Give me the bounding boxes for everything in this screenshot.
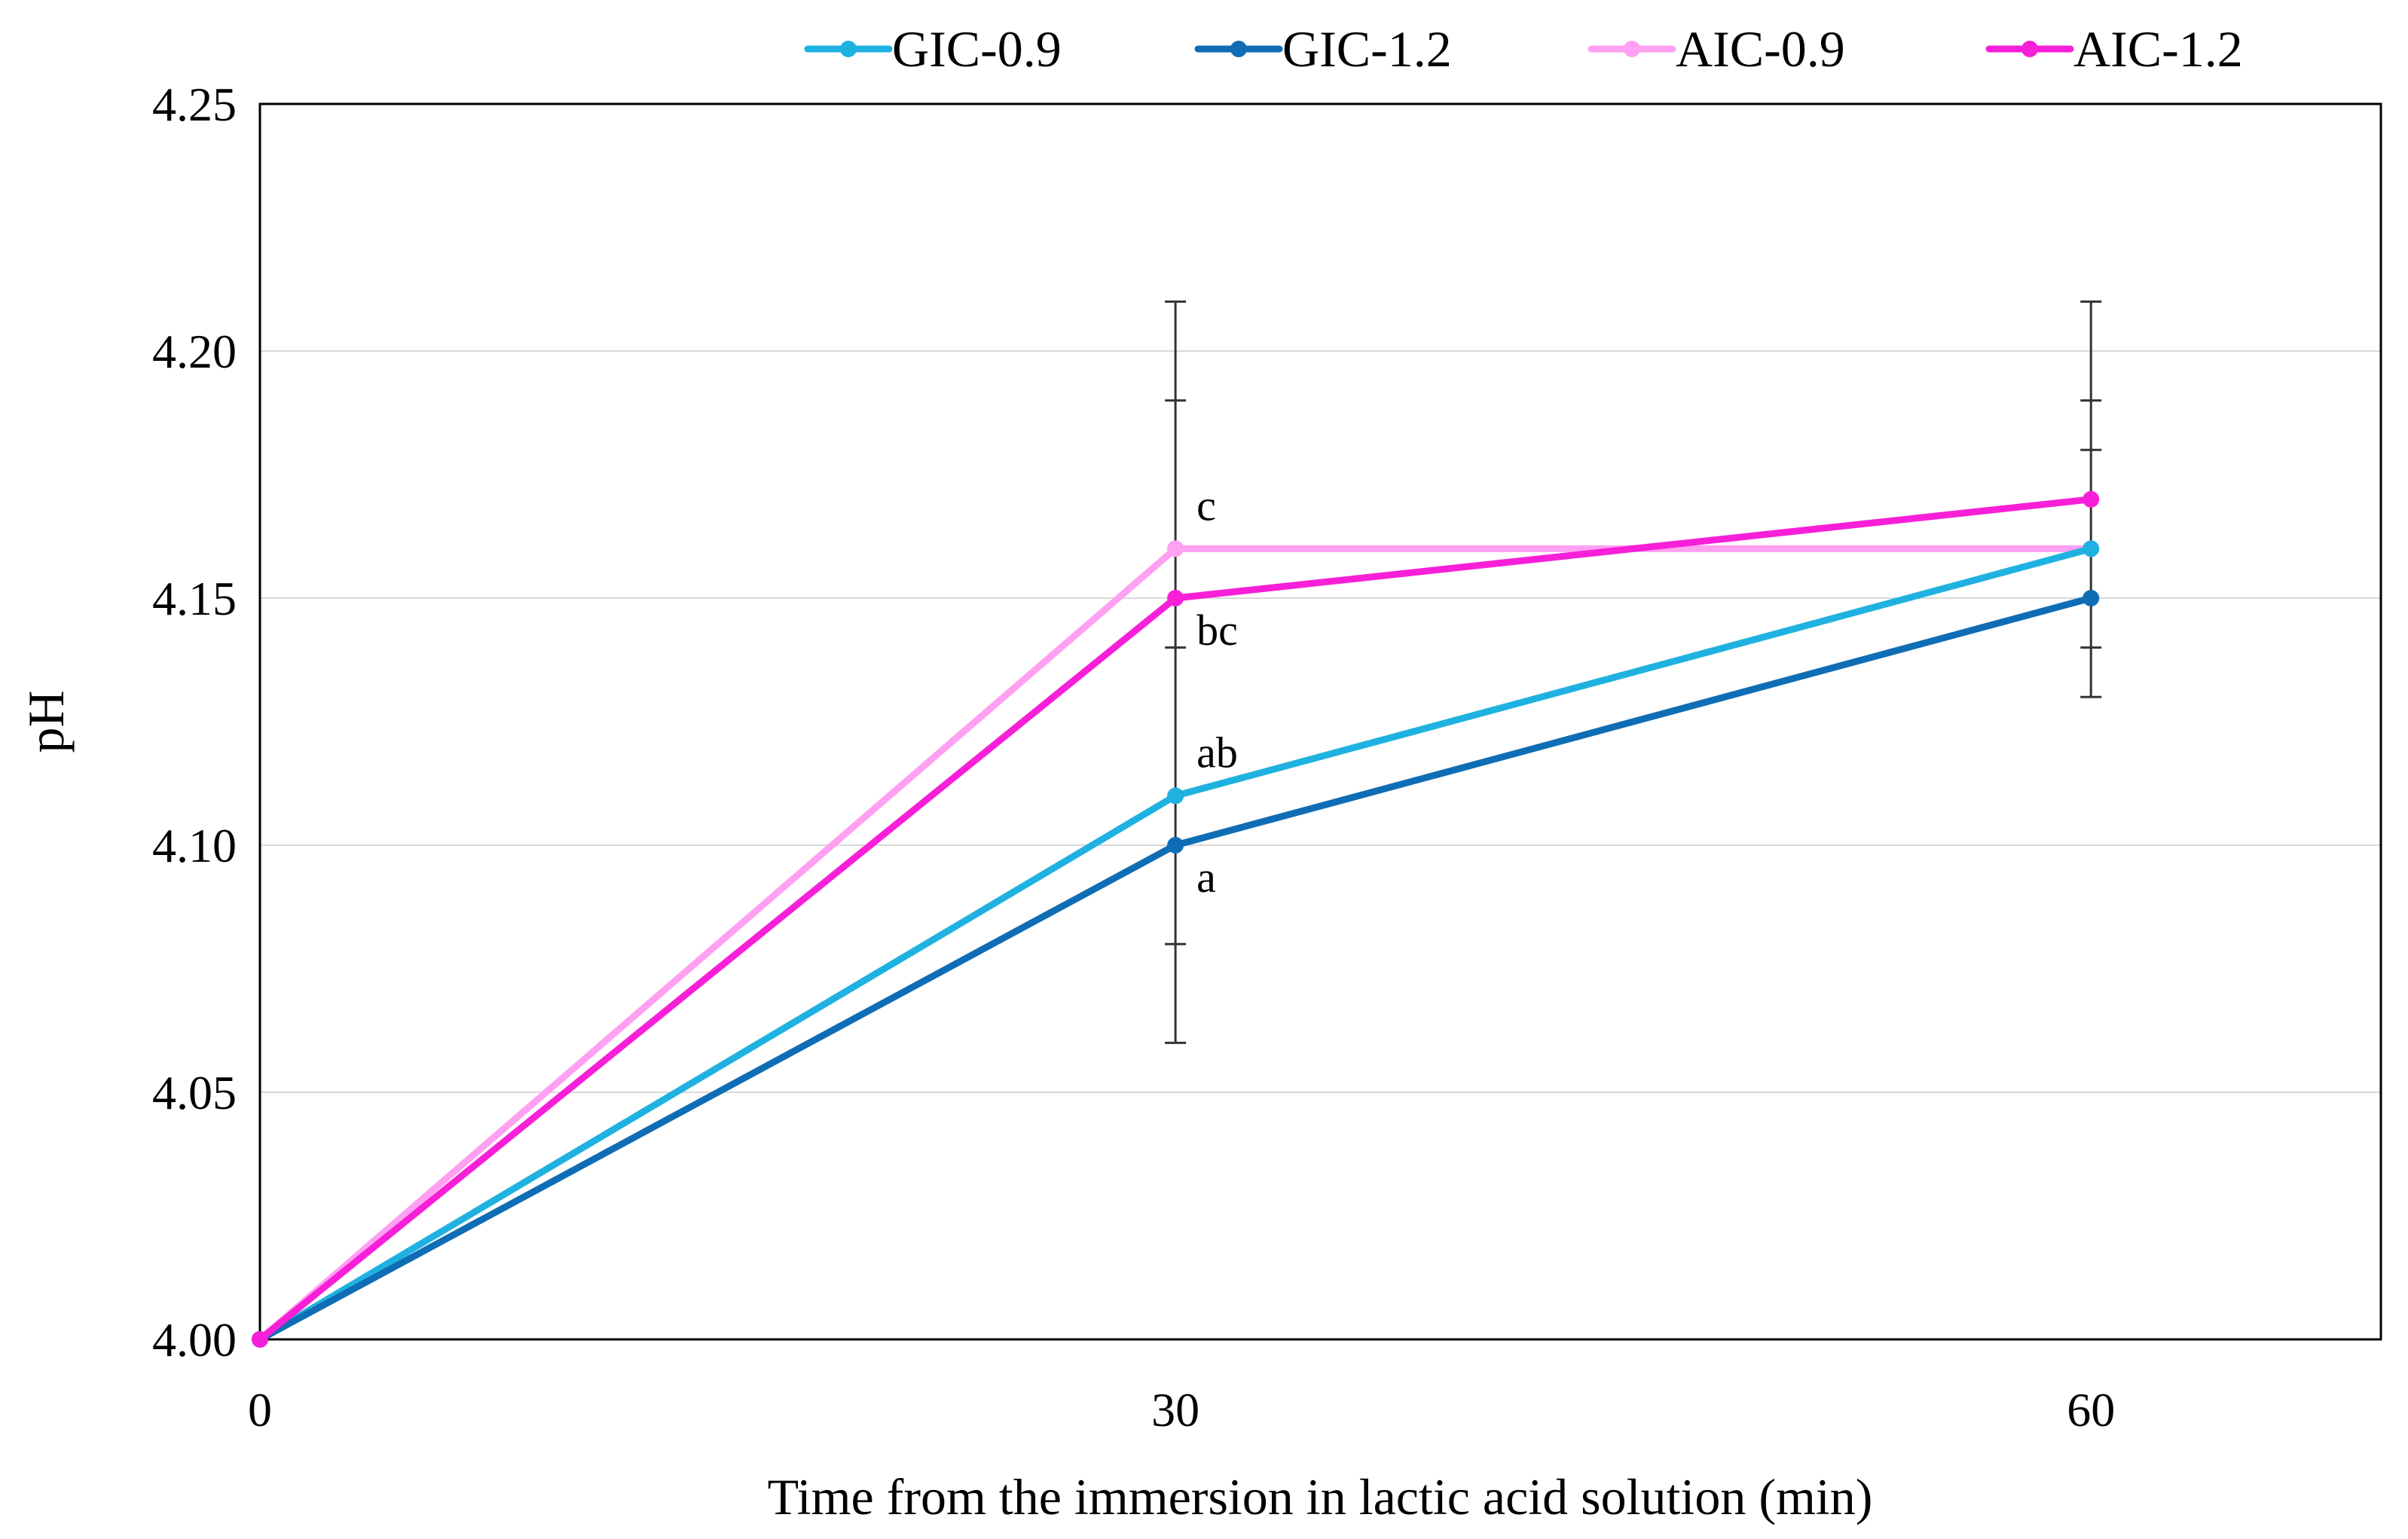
x-tick-label: 0 — [248, 1383, 272, 1437]
y-tick-label: 4.10 — [152, 819, 237, 872]
significance-letter: a — [1196, 853, 1216, 902]
data-point-aic-0.9 — [1167, 540, 1184, 557]
legend-label: AIC-1.2 — [2073, 20, 2243, 78]
legend-swatch-marker — [1230, 41, 1247, 57]
y-tick-label: 4.05 — [152, 1066, 237, 1119]
legend-swatch-marker — [1624, 41, 1640, 57]
x-tick-label: 60 — [2067, 1383, 2115, 1437]
y-axis-tick-labels: 4.00 4.05 4.10 4.15 4.20 4.25 — [152, 78, 237, 1366]
significance-letter: bc — [1196, 606, 1238, 655]
data-series — [252, 490, 2100, 1348]
y-tick-label: 4.15 — [152, 572, 237, 625]
data-point-gic-0.9 — [1167, 787, 1184, 805]
x-axis-tick-labels: 0 30 60 — [248, 1383, 2115, 1437]
legend: GIC-0.9 GIC-1.2 AIC-0.9 AIC-1.2 — [804, 20, 2243, 78]
data-point-gic-1.2 — [1167, 837, 1184, 853]
data-point-aic-1.2 — [252, 1331, 268, 1348]
gridlines — [260, 350, 2381, 1093]
y-tick-label: 4.00 — [152, 1313, 237, 1366]
legend-swatch-marker — [2021, 41, 2038, 57]
x-tick-label: 30 — [1151, 1383, 1199, 1437]
legend-label: GIC-1.2 — [1282, 20, 1452, 78]
significance-letter: ab — [1196, 728, 1238, 777]
legend-label: AIC-0.9 — [1676, 20, 1845, 78]
data-point-aic-1.2 — [2083, 490, 2100, 508]
legend-swatch-marker — [840, 41, 857, 57]
y-axis-title: pH — [17, 690, 75, 753]
data-point-aic-1.2 — [1167, 590, 1184, 606]
error-bars — [1165, 300, 2102, 1044]
y-tick-label: 4.25 — [152, 78, 237, 131]
y-tick-label: 4.20 — [152, 325, 237, 378]
data-point-gic-1.2 — [2083, 590, 2100, 606]
significance-letter: c — [1196, 481, 1216, 530]
data-point-gic-0.9 — [2083, 540, 2100, 557]
plot-area-border — [258, 102, 2382, 1341]
significance-labels: c bc ab a — [1196, 481, 1238, 902]
x-axis-title: Time from the immersion in lactic acid s… — [768, 1468, 1873, 1525]
legend-label: GIC-0.9 — [892, 20, 1062, 78]
